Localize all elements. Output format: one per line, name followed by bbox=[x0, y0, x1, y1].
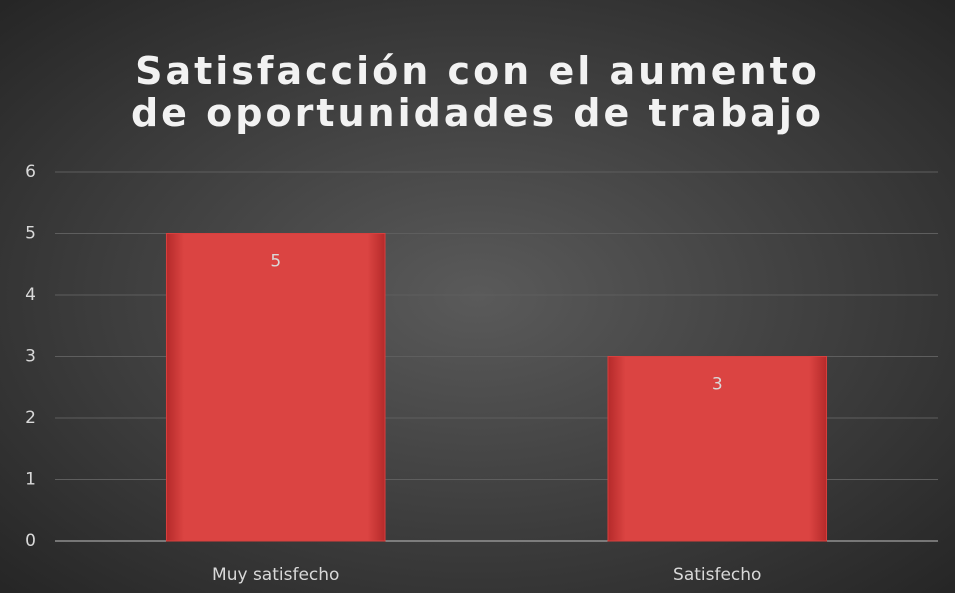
y-tick-label: 6 bbox=[25, 162, 36, 182]
y-tick-label: 0 bbox=[25, 531, 36, 551]
x-tick-label: Muy satisfecho bbox=[212, 565, 339, 585]
y-tick-label: 5 bbox=[25, 224, 36, 244]
y-tick-label: 1 bbox=[25, 470, 36, 490]
title-box: Satisfacción con el aumento de oportunid… bbox=[0, 50, 955, 134]
bar bbox=[607, 356, 828, 542]
y-tick-label: 4 bbox=[25, 285, 36, 305]
x-tick-label: Satisfecho bbox=[673, 565, 761, 585]
y-tick-label: 2 bbox=[25, 408, 36, 428]
data-label: 5 bbox=[270, 252, 281, 272]
y-tick-label: 3 bbox=[25, 347, 36, 367]
bar bbox=[165, 233, 386, 542]
chart-title: Satisfacción con el aumento de oportunid… bbox=[130, 49, 825, 135]
data-label: 3 bbox=[712, 375, 723, 395]
